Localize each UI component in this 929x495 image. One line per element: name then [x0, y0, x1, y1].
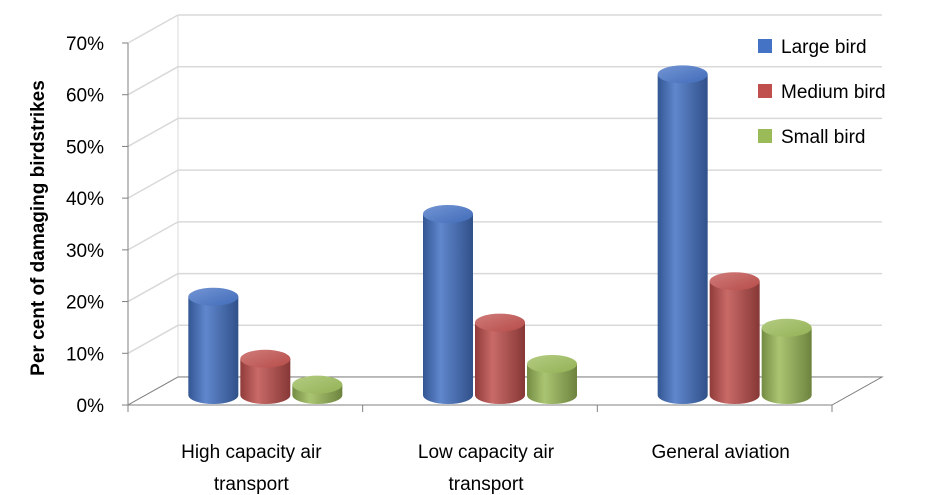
legend-swatch [758, 39, 772, 53]
bar-top [423, 205, 473, 223]
gridline-diagonal [127, 324, 179, 354]
legend: Large bird Medium bird Small bird [758, 37, 886, 148]
gridline-diagonal [127, 221, 179, 251]
y-tick-label: 50% [66, 137, 104, 158]
gridline-diagonal [127, 117, 179, 148]
bar-top [188, 287, 239, 306]
gridline-diagonal [127, 66, 179, 96]
bar-large-bird-1 [188, 296, 239, 404]
bar-medium-bird-1 [240, 358, 291, 405]
x-category-label: Low capacity air [418, 442, 555, 463]
legend-swatch [758, 84, 772, 98]
legend-label: Small bird [781, 127, 865, 148]
gridline-diagonal [127, 169, 179, 199]
x-category-label: High capacity air [181, 442, 322, 463]
bar-top [240, 349, 291, 368]
bar-small-bird-3 [761, 327, 812, 404]
legend-label: Large bird [781, 37, 867, 58]
legend-swatch [758, 129, 772, 143]
bars [188, 65, 812, 405]
y-tick-label: 10% [66, 344, 104, 365]
bar-small-bird-2 [527, 363, 577, 404]
x-category-label: General aviation [651, 442, 789, 463]
y-tick-label: 0% [77, 396, 105, 417]
x-category-label: transport [214, 474, 290, 495]
y-tick-label: 60% [66, 86, 104, 107]
axis-labels: 0% 10% 20% 30% 40% 50% 60% 70% High capacity air… [28, 34, 790, 495]
y-tick-label: 70% [66, 34, 104, 55]
bar-top [527, 354, 577, 373]
legend-label: Medium bird [781, 82, 886, 103]
bar-top [475, 313, 525, 332]
y-tick-label: 20% [66, 293, 104, 314]
bar-top [709, 272, 760, 291]
bar-large-bird-3 [657, 74, 708, 404]
bar-large-bird-2 [423, 214, 473, 404]
bar-top [657, 65, 708, 84]
bar-top [761, 318, 812, 337]
gridline-diagonal [127, 14, 179, 44]
x-category-label: transport [449, 474, 525, 495]
gridline-diagonal [127, 272, 179, 303]
bar-medium-bird-2 [475, 322, 525, 404]
bar-medium-bird-3 [709, 281, 760, 404]
bar-top [292, 375, 343, 394]
y-tick-label: 40% [66, 189, 104, 210]
y-tick-label: 30% [66, 241, 104, 262]
y-axis-label: Per cent of damaging birdstrikes [28, 80, 49, 376]
